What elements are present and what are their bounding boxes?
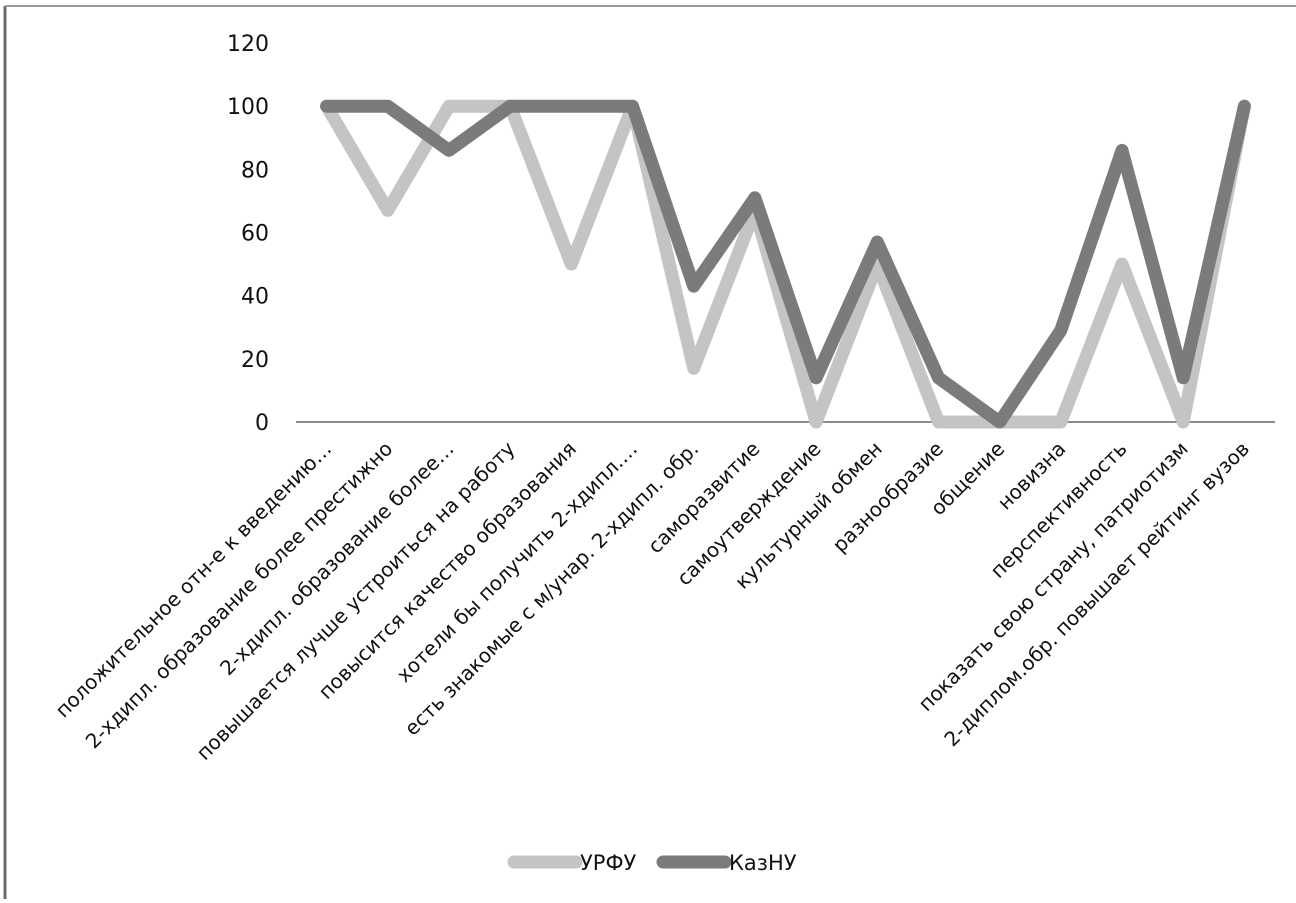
y-tick-label: 120 <box>227 32 269 57</box>
y-tick-label: 60 <box>241 222 269 247</box>
y-tick-label: 0 <box>255 411 269 436</box>
y-tick-label: 20 <box>241 348 269 373</box>
y-tick-label: 80 <box>241 158 269 183</box>
y-tick-label: 40 <box>241 285 269 310</box>
y-tick-label: 100 <box>227 95 269 120</box>
legend-label: УРФУ <box>580 851 637 875</box>
legend-label: КазНУ <box>729 851 797 875</box>
